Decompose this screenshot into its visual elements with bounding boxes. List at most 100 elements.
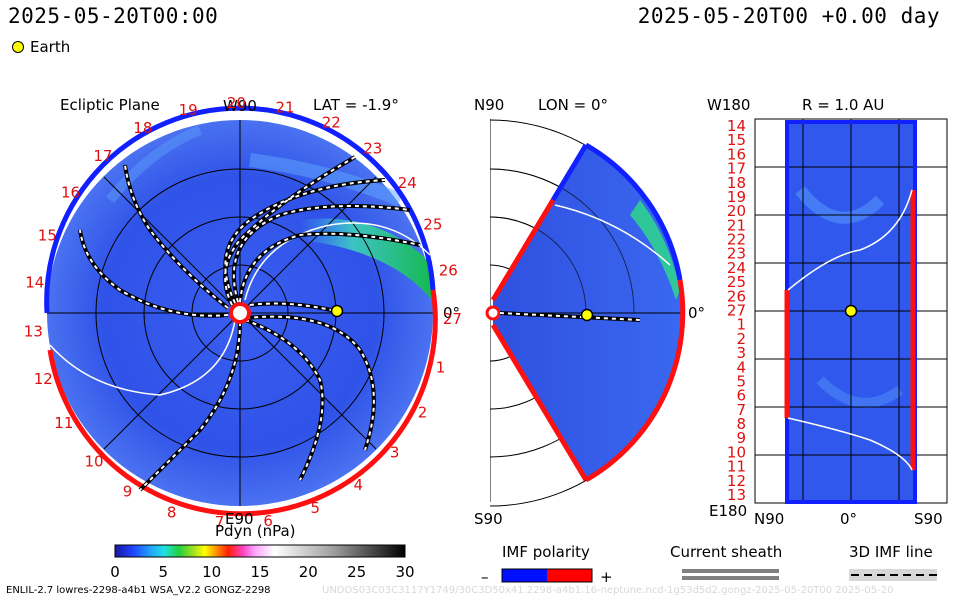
- earth-icon: [330, 304, 344, 318]
- colorbar-tick-label: 15: [250, 563, 269, 581]
- sector-number: 16: [61, 184, 80, 202]
- sector-number: 5: [311, 499, 321, 517]
- meridional-top-label: N90: [474, 96, 504, 114]
- radial-axis-n90: N90: [754, 510, 784, 528]
- current-sheet-line: [244, 222, 431, 301]
- row-number: 19: [727, 188, 746, 206]
- ecliptic-lat-label: LAT = -1.9°: [313, 96, 399, 114]
- row-number: 17: [727, 160, 746, 178]
- ecliptic-top-label: W90: [223, 97, 257, 115]
- row-number: 18: [727, 174, 746, 192]
- sector-number: 18: [133, 119, 152, 137]
- sector-number: 3: [390, 444, 400, 462]
- row-number: 16: [727, 145, 746, 163]
- sun-icon: [229, 302, 251, 324]
- polarity-minus-label: –: [481, 568, 489, 586]
- row-number: 7: [736, 401, 746, 419]
- imf-line-title: 3D IMF line: [849, 543, 933, 561]
- colorbar-tick-label: 25: [347, 563, 366, 581]
- radial-row-labels: 1415161718192021222324252627123456789101…: [727, 117, 746, 504]
- row-number: 1: [736, 316, 746, 334]
- meridional-lon-label: LON = 0°: [538, 96, 608, 114]
- colorbar-tick-label: 5: [159, 563, 169, 581]
- row-number: 6: [736, 387, 746, 405]
- sector-number: 7: [215, 513, 225, 531]
- row-number: 21: [727, 216, 746, 234]
- polarity-positive-swatch: [547, 569, 592, 582]
- earth-legend: Earth: [12, 38, 70, 56]
- radial-axis-s90: S90: [914, 510, 943, 528]
- sector-number: 23: [363, 139, 382, 157]
- radial-r-label: R = 1.0 AU: [802, 96, 884, 114]
- colorbar-tick-label: 30: [395, 563, 414, 581]
- sector-number: 20: [227, 94, 246, 112]
- earth-meridional-icon: [580, 308, 594, 322]
- ecliptic-plane-panel: Ecliptic Plane LAT = -1.9° W90 E90 0° 19…: [24, 94, 462, 531]
- sector-labels: 19 20 212223242526271234567891011121314151…: [24, 94, 462, 531]
- row-number: 12: [727, 472, 746, 490]
- ecliptic-rim-negative: [44, 105, 436, 314]
- earth-marker-icon: [12, 41, 24, 53]
- meridional-plane-panel: N90 LON = 0° S90 0°: [474, 96, 705, 528]
- pdyn-colorbar: 0 5 10 15 20 25 30: [110, 544, 415, 581]
- polarity-negative-swatch: [502, 569, 547, 582]
- sector-number: 6: [263, 512, 273, 530]
- row-number: 8: [736, 415, 746, 433]
- sector-number: 27: [443, 310, 462, 328]
- sector-number: 25: [423, 215, 442, 233]
- row-number: 4: [736, 358, 746, 376]
- row-number: 24: [727, 259, 746, 277]
- row-number: 5: [736, 373, 746, 391]
- row-number: 23: [727, 245, 746, 263]
- row-number: 14: [727, 117, 746, 135]
- sector-number: 4: [354, 476, 364, 494]
- colorbar-tick-label: 0: [110, 563, 120, 581]
- sector-number: 10: [85, 453, 104, 471]
- imf-line-legend: [849, 569, 937, 581]
- earth-legend-label: Earth: [30, 38, 71, 56]
- colorbar-tick-label: 10: [202, 563, 221, 581]
- row-number: 26: [727, 287, 746, 305]
- row-number: 11: [727, 458, 746, 476]
- colorbar-title: Pdyn (nPa): [215, 522, 296, 540]
- row-number: 27: [727, 302, 746, 320]
- row-number: 10: [727, 443, 746, 461]
- sector-number: 13: [24, 322, 43, 340]
- sector-number: 17: [93, 147, 112, 165]
- radial-top-left-label: W180: [707, 96, 750, 114]
- row-number: 20: [727, 202, 746, 220]
- sector-number: 12: [34, 370, 53, 388]
- current-sheath-legend: [682, 569, 779, 580]
- sector-number: 9: [123, 483, 133, 501]
- imf-polarity-legend: – +: [481, 568, 613, 586]
- row-number: 9: [736, 429, 746, 447]
- model-info-footer: ENLIL-2.7 lowres-2298-a4b1 WSA_V2.2 GONG…: [6, 585, 271, 596]
- polarity-plus-label: +: [600, 568, 613, 586]
- meridional-right-label: 0°: [688, 304, 705, 322]
- row-number: 25: [727, 273, 746, 291]
- sector-number: 26: [439, 262, 458, 280]
- sector-number: 14: [25, 274, 44, 292]
- sector-number: 21: [276, 98, 295, 116]
- row-number: 13: [727, 486, 746, 504]
- row-number: 2: [736, 330, 746, 348]
- current-timestamp: 2025-05-20T00 +0.00 day: [637, 4, 940, 28]
- imf-polarity-title: IMF polarity: [502, 543, 590, 561]
- sector-number: 24: [398, 174, 417, 192]
- row-number: 3: [736, 344, 746, 362]
- colorbar-tick-label: 20: [299, 563, 318, 581]
- radial-map-panel: W180 R = 1.0 AU E180 N90 0° S90 14151617…: [707, 96, 948, 528]
- row-number: 22: [727, 231, 746, 249]
- radial-axis-0: 0°: [840, 510, 857, 528]
- sector-number: 22: [322, 114, 341, 132]
- row-number: 15: [727, 131, 746, 149]
- start-timestamp: 2025-05-20T00:00: [8, 4, 219, 28]
- sector-number: 2: [418, 404, 428, 422]
- sector-number: 8: [167, 503, 177, 521]
- ecliptic-title: Ecliptic Plane: [60, 96, 160, 114]
- radial-bottom-left-label: E180: [709, 502, 747, 520]
- meridional-bottom-label: S90: [474, 510, 503, 528]
- current-sheath-title: Current sheath: [670, 543, 783, 561]
- sector-number: 11: [54, 414, 73, 432]
